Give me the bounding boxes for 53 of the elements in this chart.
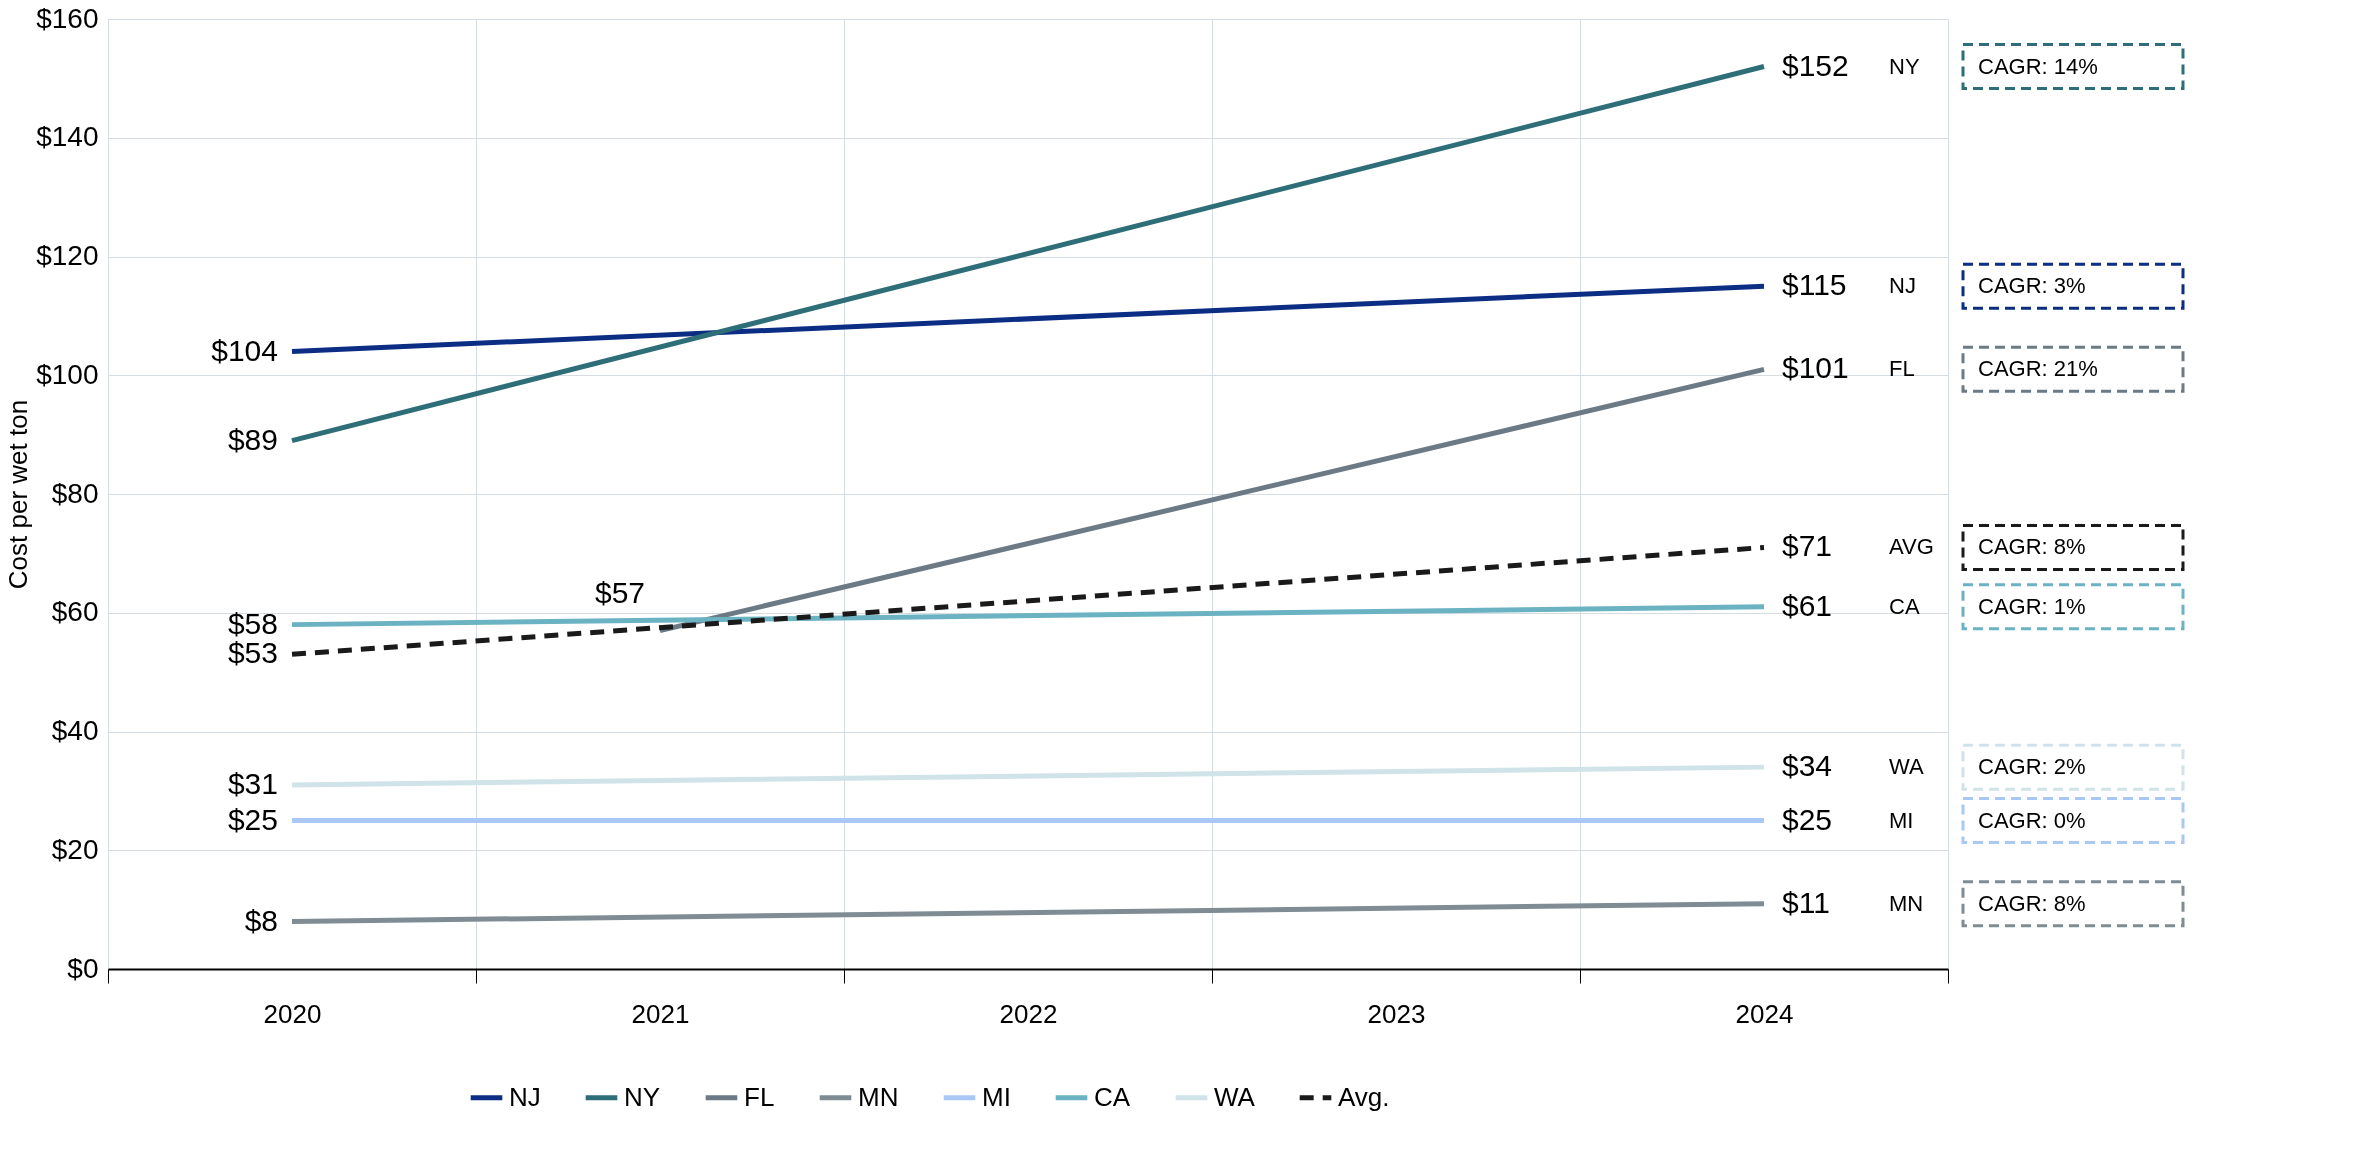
annotation: MN <box>1889 890 1924 916</box>
annotation: AVG <box>1889 534 1934 560</box>
data-label: $11 <box>1782 885 1830 919</box>
data-label: $101 <box>1782 351 1849 385</box>
data-label: $152 <box>1782 48 1849 82</box>
legend-label: FL <box>744 1081 775 1112</box>
x-tick-label: 2021 <box>631 998 690 1029</box>
legend-label: MN <box>858 1081 899 1112</box>
legend-label: MI <box>982 1081 1011 1112</box>
data-label: $61 <box>1782 588 1833 622</box>
data-label: $25 <box>1782 802 1833 836</box>
y-tick-label: $20 <box>51 833 99 865</box>
y-tick-label: $140 <box>36 121 99 153</box>
x-tick-label: 2020 <box>263 998 322 1029</box>
annotation: MI <box>1889 807 1914 833</box>
text: CAGR: 8% <box>1978 890 2086 916</box>
y-tick-label: $160 <box>36 2 99 34</box>
data-label: $115 <box>1782 268 1847 302</box>
data-label: $89 <box>227 422 278 456</box>
text: CAGR: 2% <box>1978 754 2086 780</box>
legend-label: NY <box>624 1081 661 1112</box>
data-label: $25 <box>227 802 278 836</box>
x-tick-label: 2023 <box>1367 998 1426 1029</box>
y-tick-label: $0 <box>67 952 99 984</box>
legend-label: Avg. <box>1338 1081 1390 1112</box>
data-label: $8 <box>244 903 278 937</box>
annotation: NY <box>1889 53 1920 79</box>
x-tick-label: 2022 <box>999 998 1058 1029</box>
text: CAGR: 8% <box>1978 534 2086 560</box>
text: CAGR: 14% <box>1978 53 2098 79</box>
annotation: CA <box>1889 593 1920 619</box>
data-label: $71 <box>1782 529 1833 563</box>
text: CAGR: 3% <box>1978 273 2086 299</box>
data-label: $104 <box>211 333 278 367</box>
y-tick-label: $120 <box>36 240 99 271</box>
legend-label: NJ <box>509 1081 541 1112</box>
y-tick-label: $60 <box>51 596 99 628</box>
annotation: NJ <box>1889 273 1916 299</box>
legend-label: WA <box>1214 1081 1256 1112</box>
legend-label: CA <box>1094 1081 1131 1112</box>
text: CAGR: 0% <box>1978 807 2086 833</box>
annotation: FL <box>1889 356 1915 382</box>
data-label: $31 <box>227 766 278 800</box>
annotation: WA <box>1889 754 1924 780</box>
text: CAGR: 1% <box>1978 593 2086 619</box>
x-tick-label: 2024 <box>1735 998 1794 1029</box>
y-axis-title: Cost per wet ton <box>3 399 34 590</box>
data-label: $34 <box>1782 749 1833 783</box>
text: CAGR: 21% <box>1978 356 2098 382</box>
y-tick-label: $40 <box>51 715 99 746</box>
y-tick-label: $100 <box>36 358 99 390</box>
y-tick-label: $80 <box>51 477 99 509</box>
data-label: $57 <box>594 575 646 609</box>
